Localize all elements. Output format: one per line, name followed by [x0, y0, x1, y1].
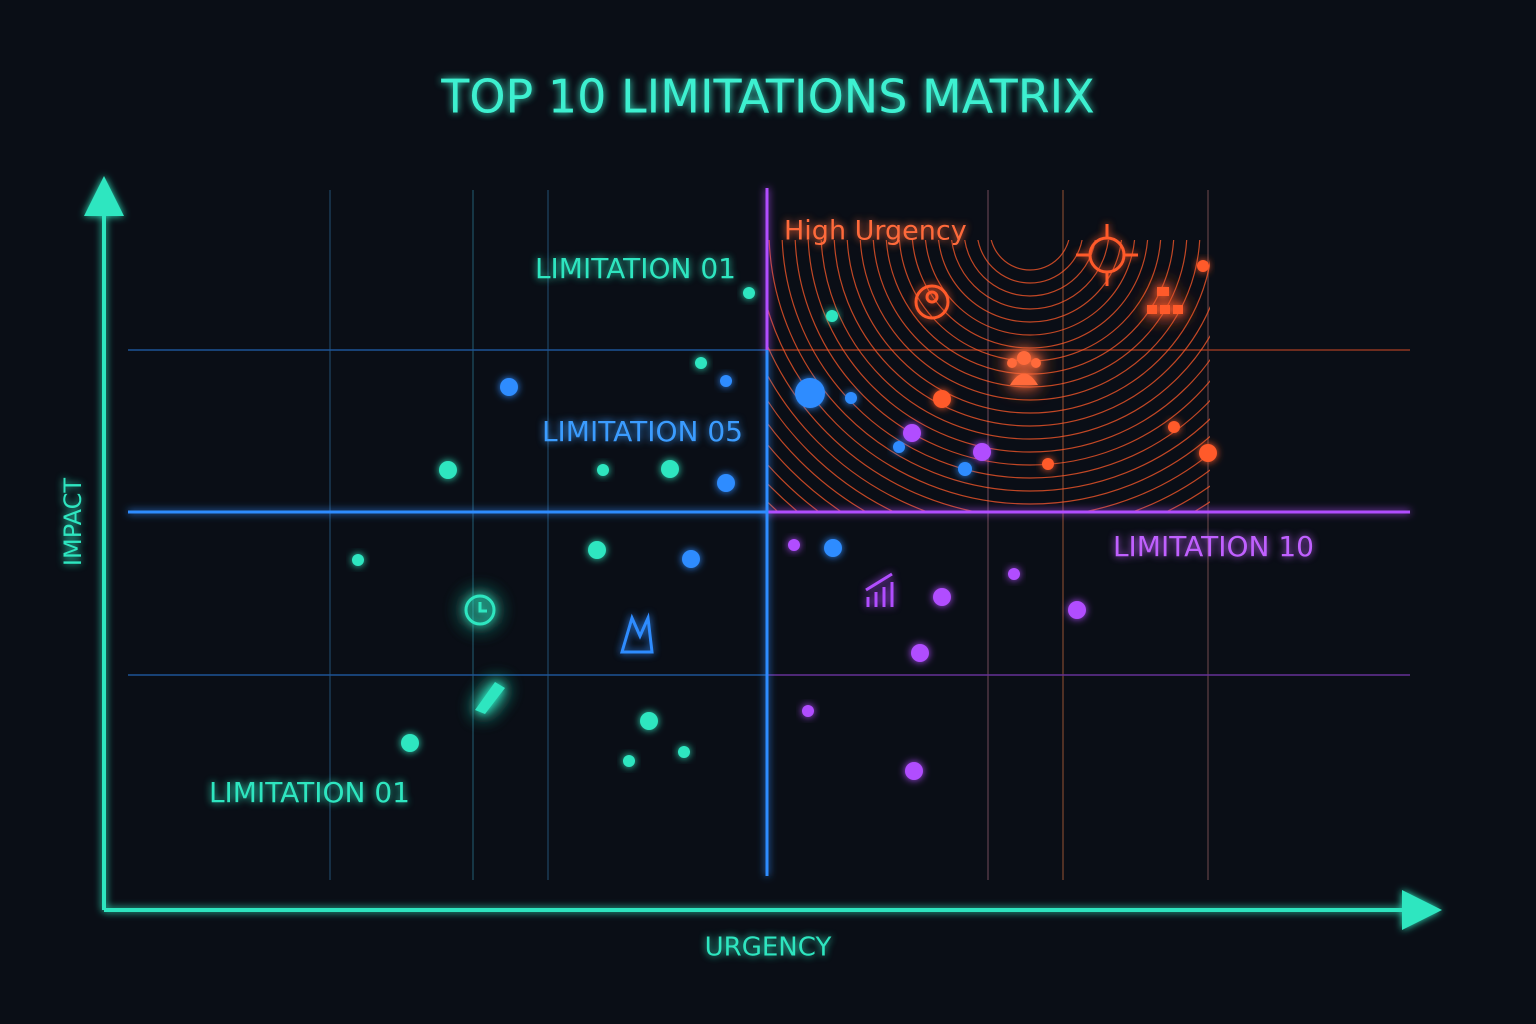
hatch-arc	[885, 240, 1175, 375]
dot	[695, 357, 707, 369]
quadrant-label: LIMITATION 10	[1113, 530, 1314, 563]
dot	[911, 644, 929, 662]
hatch-arc	[872, 240, 1188, 388]
dot	[682, 550, 700, 568]
hatch-arc	[807, 240, 1210, 453]
hatch-arc	[767, 240, 1210, 505]
dot	[640, 712, 658, 730]
hatch-arc	[820, 240, 1210, 440]
dot	[500, 378, 518, 396]
hatch-arc	[859, 240, 1201, 401]
dot	[588, 541, 606, 559]
hatch-arc	[846, 240, 1210, 414]
dot	[905, 762, 923, 780]
dot	[893, 441, 905, 453]
x-axis-label: URGENCY	[705, 933, 832, 963]
dot	[661, 460, 679, 478]
hatch-arc	[937, 240, 1123, 323]
org-icon	[1147, 287, 1183, 314]
quadrant-label: LIMITATION 01	[209, 776, 410, 809]
dot	[1068, 601, 1086, 619]
dot	[1199, 444, 1217, 462]
dot	[958, 462, 972, 476]
hatch-arc	[911, 240, 1149, 349]
hatch-arc	[781, 240, 1210, 479]
y-axis-label: IMPACT	[59, 478, 87, 566]
dot	[743, 287, 755, 299]
hatch-arc	[989, 240, 1071, 271]
dot	[1008, 568, 1020, 580]
hatch-arc	[963, 240, 1097, 297]
hatch-arc	[924, 240, 1136, 336]
dot	[802, 705, 814, 717]
team-icon	[1007, 351, 1041, 385]
dot	[401, 734, 419, 752]
quadrant-label: LIMITATION 05	[542, 415, 743, 448]
dot	[973, 443, 991, 461]
dot	[845, 392, 857, 404]
dot	[826, 310, 838, 322]
dot	[678, 746, 690, 758]
dot	[903, 424, 921, 442]
hatch-arc	[976, 240, 1084, 284]
dot	[352, 554, 364, 566]
axes	[84, 176, 1442, 930]
person-icon	[914, 284, 950, 320]
target-icon	[1076, 224, 1138, 286]
labels: TOP 10 LIMITATIONS MATRIX IMPACT URGENCY…	[59, 70, 1314, 963]
clock-icon	[464, 594, 496, 626]
dot	[720, 375, 732, 387]
grid	[128, 190, 1410, 880]
quadrant-label: High Urgency	[784, 216, 967, 247]
dot	[1168, 421, 1180, 433]
icons	[464, 224, 1183, 714]
dot	[1197, 260, 1209, 272]
dots	[352, 260, 1217, 780]
hatch-arc	[794, 240, 1210, 466]
chart-icon	[865, 572, 894, 607]
quadrant-label: LIMITATION 01	[535, 252, 736, 285]
chart-title: TOP 10 LIMITATIONS MATRIX	[440, 70, 1095, 124]
dot	[717, 474, 735, 492]
hatch-arc	[950, 240, 1110, 310]
dot	[795, 378, 825, 408]
hatch-arc	[833, 240, 1210, 427]
rocket-icon	[475, 682, 505, 714]
dot	[933, 588, 951, 606]
dot	[788, 539, 800, 551]
hatch-arc	[768, 240, 1210, 492]
dot	[623, 755, 635, 767]
dot	[439, 461, 457, 479]
dividers	[128, 188, 1410, 876]
dot	[824, 539, 842, 557]
dot	[597, 464, 609, 476]
dot	[1042, 458, 1054, 470]
dot	[933, 390, 951, 408]
hands-icon	[619, 612, 654, 654]
